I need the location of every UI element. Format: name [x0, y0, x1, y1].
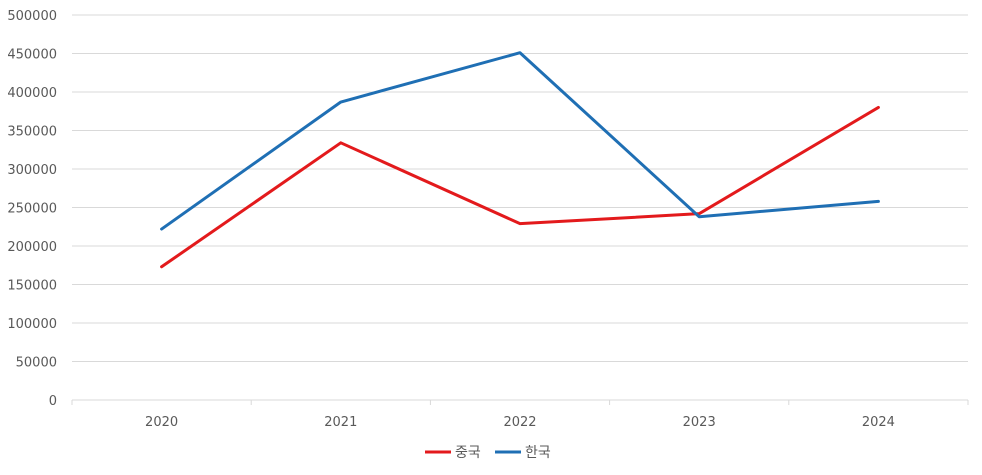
legend: 중국 한국 — [425, 445, 551, 461]
y-tick-label: 150000 — [7, 279, 57, 294]
y-tick-label: 0 — [49, 394, 57, 409]
y-tick-label: 50000 — [16, 356, 57, 371]
y-tick-label: 350000 — [7, 125, 57, 140]
y-tick-label: 250000 — [7, 202, 57, 217]
y-tick-label: 450000 — [7, 48, 57, 63]
y-tick-label: 100000 — [7, 317, 57, 332]
x-tick-label: 2024 — [862, 415, 895, 430]
x-tick-label: 2023 — [683, 415, 716, 430]
x-tick-label: 2020 — [145, 415, 178, 430]
gridlines — [71, 14, 969, 405]
series-line-0 — [160, 105, 880, 269]
x-axis-tick-labels: 2020 2021 2022 2023 2024 — [145, 415, 895, 430]
y-tick-label: 500000 — [7, 9, 57, 24]
series-line-1 — [160, 51, 880, 231]
y-tick-label: 300000 — [7, 163, 57, 178]
x-tick-label: 2022 — [503, 415, 536, 430]
legend-label-1: 한국 — [525, 445, 551, 461]
legend-label-0: 중국 — [455, 445, 481, 461]
y-tick-label: 400000 — [7, 86, 57, 101]
y-tick-label: 200000 — [7, 240, 57, 255]
y-axis-tick-labels: 0 50000 100000 150000 200000 250000 300000 3500… — [7, 9, 57, 409]
series-lines — [160, 51, 880, 269]
x-tick-label: 2021 — [324, 415, 357, 430]
